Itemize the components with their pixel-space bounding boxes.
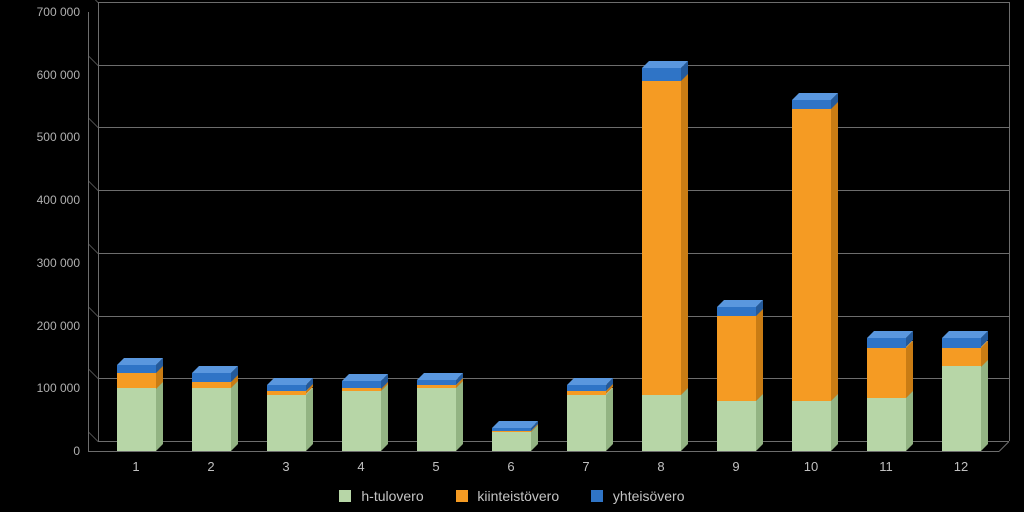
y-tick-label: 400 000 [20, 193, 80, 207]
legend: h-tulovero kiinteistövero yhteisövero [0, 488, 1024, 504]
legend-label: yhteisövero [613, 488, 685, 504]
legend-item-kiinteistovero: kiinteistövero [456, 488, 560, 504]
y-tick-label: 0 [20, 444, 80, 458]
x-tick-label: 4 [346, 459, 376, 474]
bar-stack [567, 385, 606, 451]
bar-stack [717, 307, 756, 451]
bar-stack [867, 338, 906, 451]
y-tick-label: 200 000 [20, 319, 80, 333]
bar-stack [267, 385, 306, 451]
bar-stack [942, 338, 981, 451]
bar-stack [492, 428, 531, 451]
x-tick-label: 11 [871, 459, 901, 474]
legend-swatch [591, 490, 603, 502]
x-tick-label: 1 [121, 459, 151, 474]
bar-stack [792, 100, 831, 451]
x-tick-label: 3 [271, 459, 301, 474]
x-tick-label: 8 [646, 459, 676, 474]
y-tick-label: 300 000 [20, 256, 80, 270]
y-tick-label: 500 000 [20, 130, 80, 144]
y-tick-label: 600 000 [20, 68, 80, 82]
y-tick-label: 100 000 [20, 381, 80, 395]
y-tick-label: 700 000 [20, 5, 80, 19]
x-tick-label: 2 [196, 459, 226, 474]
legend-label: kiinteistövero [477, 488, 559, 504]
x-tick-label: 10 [796, 459, 826, 474]
legend-label: h-tulovero [361, 488, 423, 504]
bar-stack [117, 365, 156, 451]
x-tick-label: 9 [721, 459, 751, 474]
legend-item-yhteisovero: yhteisövero [591, 488, 684, 504]
legend-item-h-tulovero: h-tulovero [339, 488, 423, 504]
stacked-bar-chart: 0 100 000 200 000 300 000 400 000 500 000 600 … [0, 0, 1024, 512]
x-tick-label: 6 [496, 459, 526, 474]
x-tick-label: 12 [946, 459, 976, 474]
x-tick-label: 7 [571, 459, 601, 474]
legend-swatch [339, 490, 351, 502]
bar-stack [417, 380, 456, 451]
legend-swatch [456, 490, 468, 502]
bar-stack [192, 373, 231, 451]
bar-stack [642, 68, 681, 451]
x-tick-label: 5 [421, 459, 451, 474]
bar-stack [342, 381, 381, 451]
